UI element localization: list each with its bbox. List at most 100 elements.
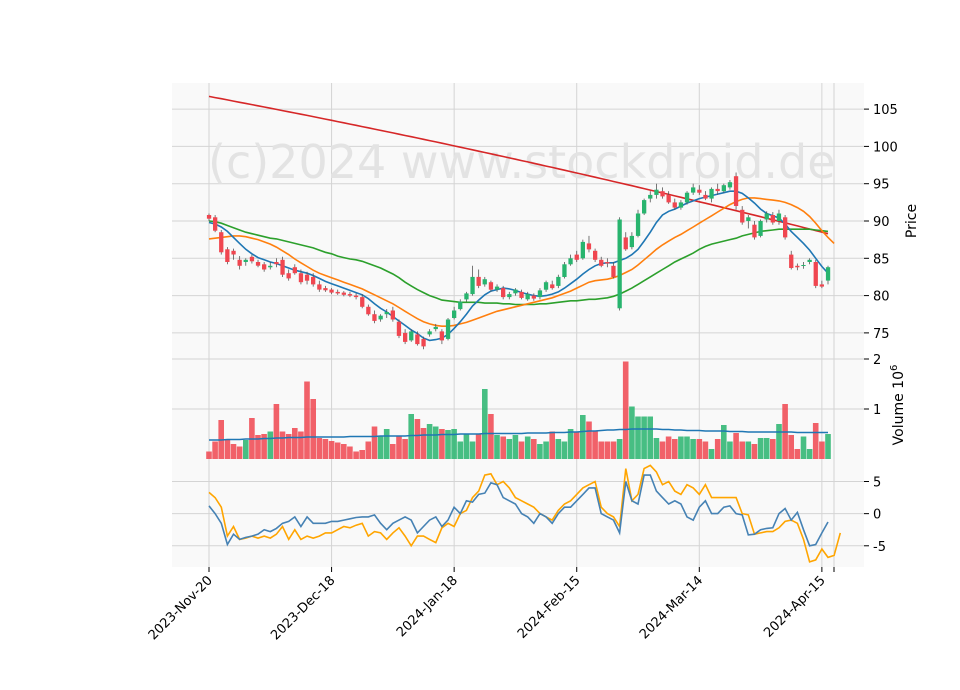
volume-bar — [432, 426, 439, 459]
candle-body — [543, 282, 549, 290]
volume-bar — [279, 431, 286, 459]
candle-body — [648, 194, 653, 199]
candle-body — [427, 331, 432, 335]
candle-body — [629, 235, 634, 248]
candle-body — [206, 215, 212, 219]
candle-body — [727, 182, 733, 188]
volume-bar — [702, 441, 709, 459]
candle-body — [470, 276, 475, 295]
volume-bar — [629, 406, 635, 459]
candle-body — [697, 189, 702, 193]
volume-bar — [255, 435, 261, 459]
x-tick-label: 2024-Mar-14 — [637, 573, 706, 642]
candle-body — [464, 293, 469, 300]
volume-bar — [727, 441, 733, 459]
volume-bar — [414, 419, 421, 459]
candle-body — [568, 258, 573, 265]
candle-body — [691, 187, 696, 193]
candle-body — [396, 321, 402, 336]
volume-bar — [322, 439, 329, 459]
candle-body — [304, 274, 310, 281]
candle-body — [409, 331, 414, 341]
volume-bar — [672, 439, 678, 459]
volume-bar — [690, 439, 696, 459]
volume-tick-label: 1 — [873, 403, 881, 418]
candle-body — [482, 279, 487, 285]
x-tick-label: 2024-Apr-15 — [761, 573, 828, 640]
candle-body — [764, 213, 769, 220]
volume-bar — [524, 436, 531, 459]
volume-bar — [819, 441, 825, 459]
candle-body — [819, 284, 824, 287]
volume-bar — [482, 389, 488, 459]
volume-bar — [328, 441, 335, 459]
candle-body — [703, 194, 708, 199]
volume-bar — [463, 434, 470, 459]
price-tick-label: 90 — [873, 215, 890, 230]
x-tick-label: 2023-Nov-20 — [146, 573, 216, 643]
volume-bar — [812, 423, 819, 459]
volume-bar — [739, 441, 745, 459]
volume-bar — [230, 444, 237, 459]
ma-green-line — [208, 220, 829, 306]
candle-body — [243, 259, 248, 262]
candle-body — [213, 217, 218, 231]
candle-body — [666, 194, 671, 203]
volume-bar — [696, 439, 703, 459]
price-tick-label: 80 — [873, 290, 890, 305]
volume-bar — [236, 446, 243, 459]
candle-body — [531, 295, 536, 299]
volume-bar — [806, 449, 813, 459]
candle-body — [801, 265, 806, 266]
candle-body — [586, 243, 592, 250]
volume-bar — [573, 431, 580, 459]
candle-body — [813, 262, 818, 286]
volume-bar — [506, 439, 513, 459]
candle-body — [335, 291, 340, 294]
candle-body — [280, 259, 285, 275]
candle-body — [593, 250, 598, 260]
volume-bar — [371, 426, 378, 459]
volume-bar — [377, 436, 384, 459]
candle-body — [372, 314, 377, 321]
volume-bar — [745, 441, 752, 459]
volume-bar — [475, 434, 482, 459]
volume-bar — [512, 435, 519, 459]
volume-bar — [561, 441, 568, 459]
volume-bar — [592, 431, 598, 459]
volume-layer — [206, 361, 831, 459]
volume-bar — [659, 441, 666, 459]
volume-bar — [469, 441, 476, 459]
volume-bar — [665, 436, 672, 459]
candle-body — [415, 334, 420, 345]
volume-bar — [647, 416, 653, 459]
oscillator-tick-label: 5 — [873, 476, 881, 491]
candle-body — [825, 267, 831, 281]
candle-body — [237, 259, 242, 266]
candle-body — [329, 289, 334, 293]
volume-bar — [359, 450, 365, 459]
volume-bar — [721, 425, 727, 459]
volume-bar — [604, 441, 611, 459]
volume-bar — [390, 444, 396, 459]
volume-bar — [408, 414, 414, 459]
candle-body — [501, 288, 506, 298]
x-tick-label: 2024-Jan-18 — [394, 573, 461, 640]
oscillator-orange-line — [208, 464, 842, 563]
candle-body — [268, 265, 273, 268]
candle-body — [507, 294, 512, 298]
candle-body — [537, 290, 543, 298]
candle-body — [255, 262, 261, 266]
price-layer — [206, 95, 835, 350]
volume-bar — [586, 421, 592, 459]
candle-body — [360, 297, 365, 307]
volume-bar — [684, 436, 690, 459]
oscillator-layer — [208, 464, 842, 563]
price-tick-label: 95 — [873, 178, 890, 193]
candle-body — [550, 284, 555, 289]
candle-body — [494, 286, 500, 290]
volume-bar — [714, 439, 721, 459]
candle-body — [286, 273, 291, 279]
volume-bar — [273, 404, 280, 459]
candle-body — [525, 294, 530, 300]
